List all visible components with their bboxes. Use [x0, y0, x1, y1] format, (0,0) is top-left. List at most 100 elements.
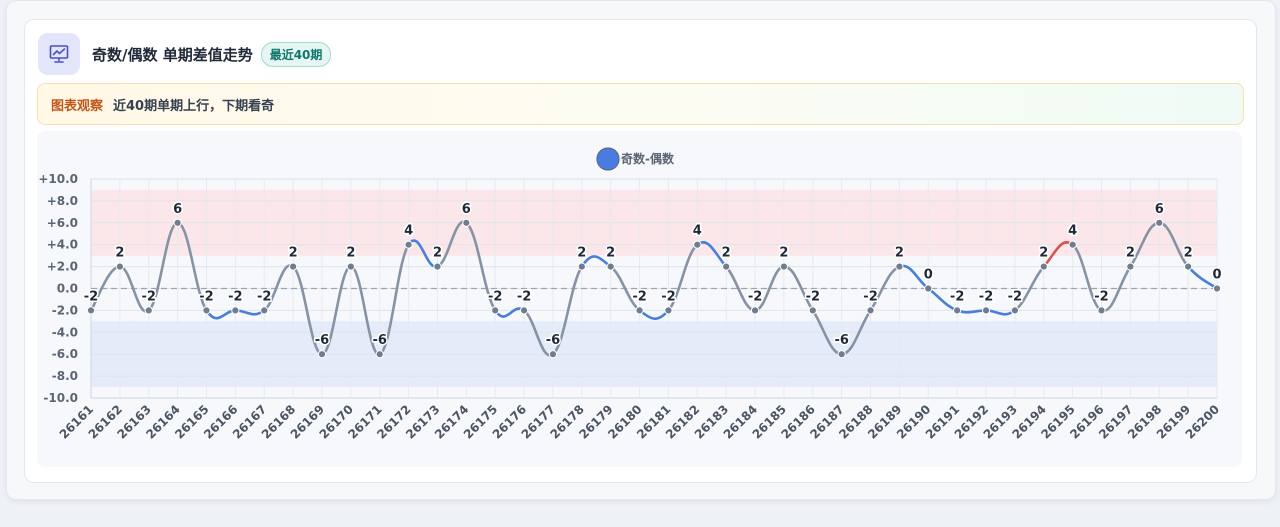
line-segment — [551, 265, 584, 356]
data-point — [289, 262, 298, 271]
data-point — [519, 306, 529, 315]
line-segment — [955, 309, 988, 314]
data-label: -2 — [228, 289, 242, 304]
data-label: 0 — [924, 268, 933, 283]
data-point — [750, 306, 760, 315]
data-point — [260, 306, 269, 315]
line-segment — [147, 221, 179, 312]
chart-area: +10.0 +8.0 +6.0 +4.0 +2.0 0.0 -2.0 -4.0 -6.0 -8.0… — [37, 131, 1242, 467]
data-label: 6 — [462, 202, 471, 217]
data-label: -2 — [1008, 289, 1022, 304]
line-segment — [667, 243, 699, 312]
data-point — [86, 306, 96, 315]
data-label: 4 — [404, 224, 413, 239]
data-label: -2 — [979, 289, 993, 304]
y-tick-label: +6.0 — [47, 216, 78, 230]
data-point — [664, 306, 673, 315]
insight-label: 图表观察 — [51, 98, 104, 114]
data-point — [1039, 262, 1048, 271]
data-point — [115, 262, 124, 271]
data-point — [491, 306, 500, 315]
data-label: -2 — [806, 289, 820, 304]
data-label: 2 — [722, 246, 731, 261]
data-point — [1212, 284, 1222, 293]
data-label: 4 — [1068, 224, 1077, 239]
data-point — [144, 306, 153, 315]
data-label: 2 — [779, 246, 788, 261]
line-segment — [638, 309, 670, 320]
data-point — [693, 240, 702, 249]
data-label: -2 — [517, 289, 531, 304]
line-segment — [984, 309, 1017, 316]
data-label: -2 — [863, 289, 877, 304]
data-label: -2 — [1094, 289, 1108, 304]
data-point — [577, 262, 586, 271]
y-tick-label: +4.0 — [47, 238, 78, 252]
data-point — [202, 306, 211, 315]
data-point — [433, 262, 442, 271]
data-label: -6 — [834, 333, 848, 348]
data-point — [375, 350, 384, 359]
y-tick-label: -4.0 — [52, 325, 78, 339]
data-point — [1010, 306, 1019, 315]
trend-chart-icon — [38, 33, 80, 75]
data-point — [779, 262, 789, 271]
data-point — [317, 350, 327, 359]
data-label: 2 — [1039, 246, 1048, 261]
data-point — [548, 350, 558, 359]
data-point — [1184, 262, 1193, 271]
data-point — [1155, 218, 1164, 227]
data-point — [953, 306, 962, 315]
y-tick-label: -2.0 — [52, 303, 78, 317]
chart-card: 奇数/偶数 单期差值走势 最近40期 图表观察 近40期单期上行，下期看奇 +1… — [24, 19, 1257, 483]
card-title: 奇数/偶数 单期差值走势 — [92, 45, 253, 64]
line-segment — [378, 243, 410, 356]
data-point — [866, 306, 875, 315]
data-label: -6 — [546, 333, 560, 348]
data-label: 2 — [1126, 246, 1135, 261]
data-label: -6 — [315, 333, 329, 348]
data-label: 0 — [1212, 268, 1221, 283]
data-label: -6 — [372, 333, 386, 348]
data-label: 2 — [346, 246, 355, 261]
y-tick-label: 0.0 — [57, 282, 78, 296]
data-label: -2 — [661, 289, 675, 304]
card-header: 奇数/偶数 单期差值走势 最近40期 — [38, 33, 332, 75]
data-label: -2 — [84, 289, 98, 304]
data-label: -2 — [142, 289, 156, 304]
data-label: 2 — [1184, 246, 1193, 261]
data-point — [1097, 306, 1106, 315]
y-tick-label: +2.0 — [47, 260, 78, 274]
legend-marker — [596, 147, 620, 171]
data-label: 2 — [577, 246, 586, 261]
y-tick-label: +10.0 — [38, 172, 78, 186]
y-tick-label: -10.0 — [43, 391, 78, 405]
page-panel: 奇数/偶数 单期差值走势 最近40期 图表观察 近40期单期上行，下期看奇 +1… — [6, 0, 1276, 500]
line-segment — [320, 265, 353, 356]
line-segment — [234, 309, 266, 316]
data-point — [404, 240, 413, 249]
period-badge: 最近40期 — [260, 41, 332, 67]
data-label: -2 — [199, 289, 213, 304]
data-point — [895, 262, 904, 271]
data-label: 2 — [115, 246, 124, 261]
data-label: 2 — [606, 246, 615, 261]
line-segment — [465, 221, 497, 312]
y-tick-label: +8.0 — [47, 194, 78, 208]
legend-label: 奇数-偶数 — [621, 151, 675, 166]
data-label: 2 — [895, 246, 904, 261]
data-point — [635, 306, 644, 315]
y-tick-label: -6.0 — [52, 347, 78, 361]
data-label: -2 — [632, 289, 646, 304]
y-tick-label: -8.0 — [52, 369, 78, 383]
data-point — [722, 262, 731, 271]
data-point — [346, 262, 355, 271]
data-point — [173, 218, 182, 227]
data-label: 2 — [289, 246, 298, 261]
data-point — [1126, 262, 1135, 271]
line-segment — [493, 307, 526, 318]
data-label: 2 — [433, 246, 442, 261]
data-point — [808, 306, 817, 315]
data-label: -2 — [257, 289, 271, 304]
data-label: 6 — [1155, 202, 1164, 217]
